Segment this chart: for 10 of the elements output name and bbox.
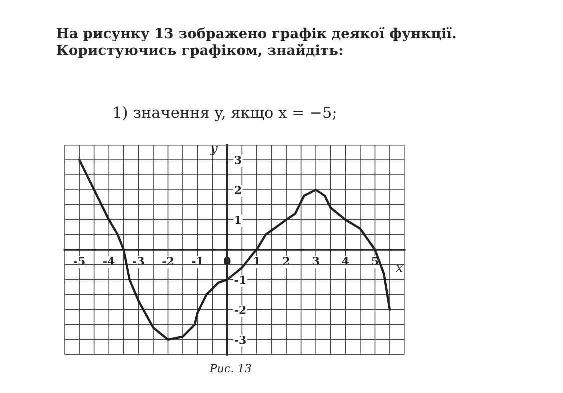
- text: Рис. 13: [210, 364, 252, 373]
- y-tick-label: -1: [234, 276, 246, 284]
- y-tick-label: -3: [234, 336, 246, 344]
- y-tick-label: 2: [235, 186, 242, 194]
- chart-subtitle: 1) значення y, якщо x = −5;: [114, 106, 336, 122]
- y-tick-label: 1: [236, 216, 241, 224]
- x-axis-title: x: [396, 266, 404, 272]
- chart-title: На рисунку 13 зображено графік деякої функції. Користуючись графіком, знайдіть:: [56, 28, 456, 58]
- y-tick-label: -2: [234, 306, 246, 314]
- y-tick-label: 3: [235, 156, 242, 164]
